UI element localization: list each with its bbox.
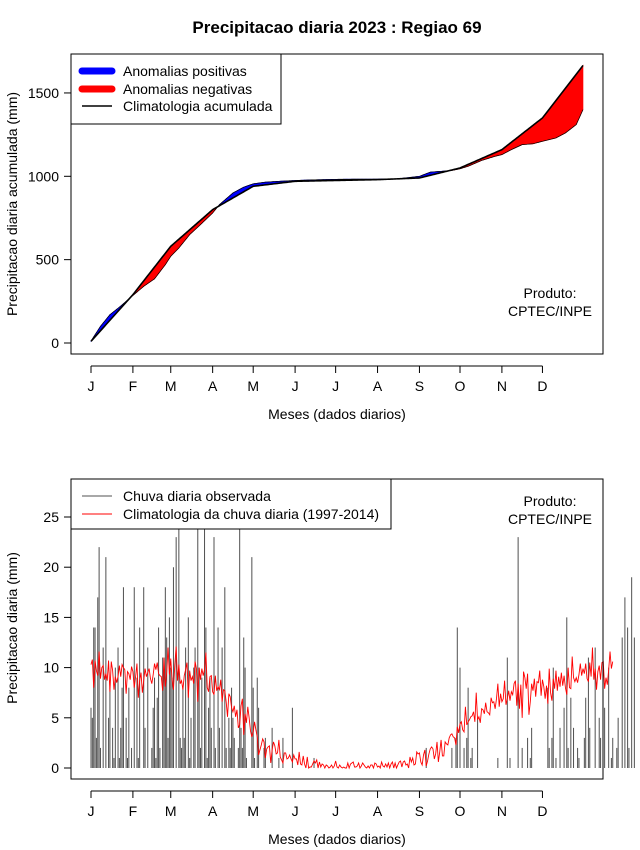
legend-label-climatology-daily: Climatologia da chuva diaria (1997-2014)	[123, 506, 379, 522]
daily-panel: 0 5 10 15 20 25 J F M A M J J A S O N D Meses (dados dia…	[4, 478, 635, 847]
top-product-label: Produto:	[524, 285, 577, 301]
legend-label-negative: Anomalias negativas	[123, 81, 252, 97]
bottom-y-axis-label: Precipitacao diaria (mm)	[4, 552, 20, 704]
bottom-xtick-label-mar: M	[165, 803, 177, 819]
top-xtick-label-jun: J	[292, 378, 299, 394]
daily-rain-bars	[90, 506, 635, 768]
top-product-source: CPTEC/INPE	[508, 303, 592, 319]
legend-label-positive: Anomalias positivas	[123, 63, 247, 79]
bottom-xtick-label-feb: F	[129, 803, 138, 819]
bottom-product-source: CPTEC/INPE	[508, 511, 592, 527]
climatology-daily-line	[90, 646, 614, 770]
top-ytick-label-1000: 1000	[28, 168, 59, 184]
top-xtick-label-aug: A	[373, 378, 383, 394]
bottom-xtick-label-aug: A	[373, 803, 383, 819]
top-xtick-label-may: M	[247, 378, 259, 394]
bottom-xtick-label-jan: J	[88, 803, 95, 819]
top-xtick-label-jul: J	[332, 378, 339, 394]
top-xtick-label-dec: D	[537, 378, 547, 394]
bottom-ytick-label-25: 25	[43, 509, 59, 525]
top-xtick-label-jan: J	[88, 378, 95, 394]
bottom-xtick-label-jul: J	[332, 803, 339, 819]
cumulative-panel: 0 500 1000 1500 J F M A M J J A S O N D Meses (dados d…	[4, 53, 604, 422]
top-y-axis: 0 500 1000 1500	[28, 85, 71, 351]
top-xtick-label-nov: N	[497, 378, 507, 394]
top-xtick-label-mar: M	[165, 378, 177, 394]
bottom-xtick-label-oct: O	[455, 803, 466, 819]
bottom-xtick-label-apr: A	[208, 803, 218, 819]
climatology-cumulative-line	[90, 64, 584, 342]
bottom-xtick-label-jun: J	[292, 803, 299, 819]
top-plot-frame	[70, 53, 604, 355]
bottom-xtick-label-sep: S	[415, 803, 424, 819]
legend-label-climatology: Climatologia acumulada	[123, 98, 273, 114]
top-ytick-label-0: 0	[51, 335, 59, 351]
top-legend: Anomalias positivas Anomalias negativas …	[70, 53, 282, 125]
bottom-ytick-label-20: 20	[43, 559, 59, 575]
bottom-ytick-label-0: 0	[51, 760, 59, 776]
top-xtick-label-sep: S	[415, 378, 424, 394]
top-xtick-label-feb: F	[129, 378, 138, 394]
top-ytick-label-1500: 1500	[28, 85, 59, 101]
top-xtick-label-apr: A	[208, 378, 218, 394]
bottom-ytick-label-10: 10	[43, 660, 59, 676]
top-x-axis-label: Meses (dados diarios)	[268, 406, 406, 422]
bottom-xtick-label-dec: D	[537, 803, 547, 819]
bottom-ytick-label-5: 5	[51, 710, 59, 726]
bottom-xtick-label-may: M	[247, 803, 259, 819]
top-y-axis-label: Precipitacao diaria acumulada (mm)	[4, 92, 20, 316]
top-ytick-label-500: 500	[36, 252, 60, 268]
bottom-ytick-label-15: 15	[43, 609, 59, 625]
bottom-product-label: Produto:	[524, 493, 577, 509]
bottom-legend: Chuva diaria observada Climatologia da c…	[70, 478, 392, 530]
legend-label-observed: Chuva diaria observada	[123, 488, 271, 504]
bottom-legend-box	[70, 478, 392, 530]
bottom-xtick-label-nov: N	[497, 803, 507, 819]
figure-title: Precipitacao diaria 2023 : Regiao 69	[192, 18, 481, 37]
bottom-y-axis: 0 5 10 15 20 25	[43, 509, 71, 776]
anomaly-segment-day-364	[581, 64, 584, 113]
bottom-x-axis-label: Meses (dados diarios)	[268, 831, 406, 847]
observed-cumulative-outline	[90, 109, 584, 342]
top-xtick-label-oct: O	[455, 378, 466, 394]
